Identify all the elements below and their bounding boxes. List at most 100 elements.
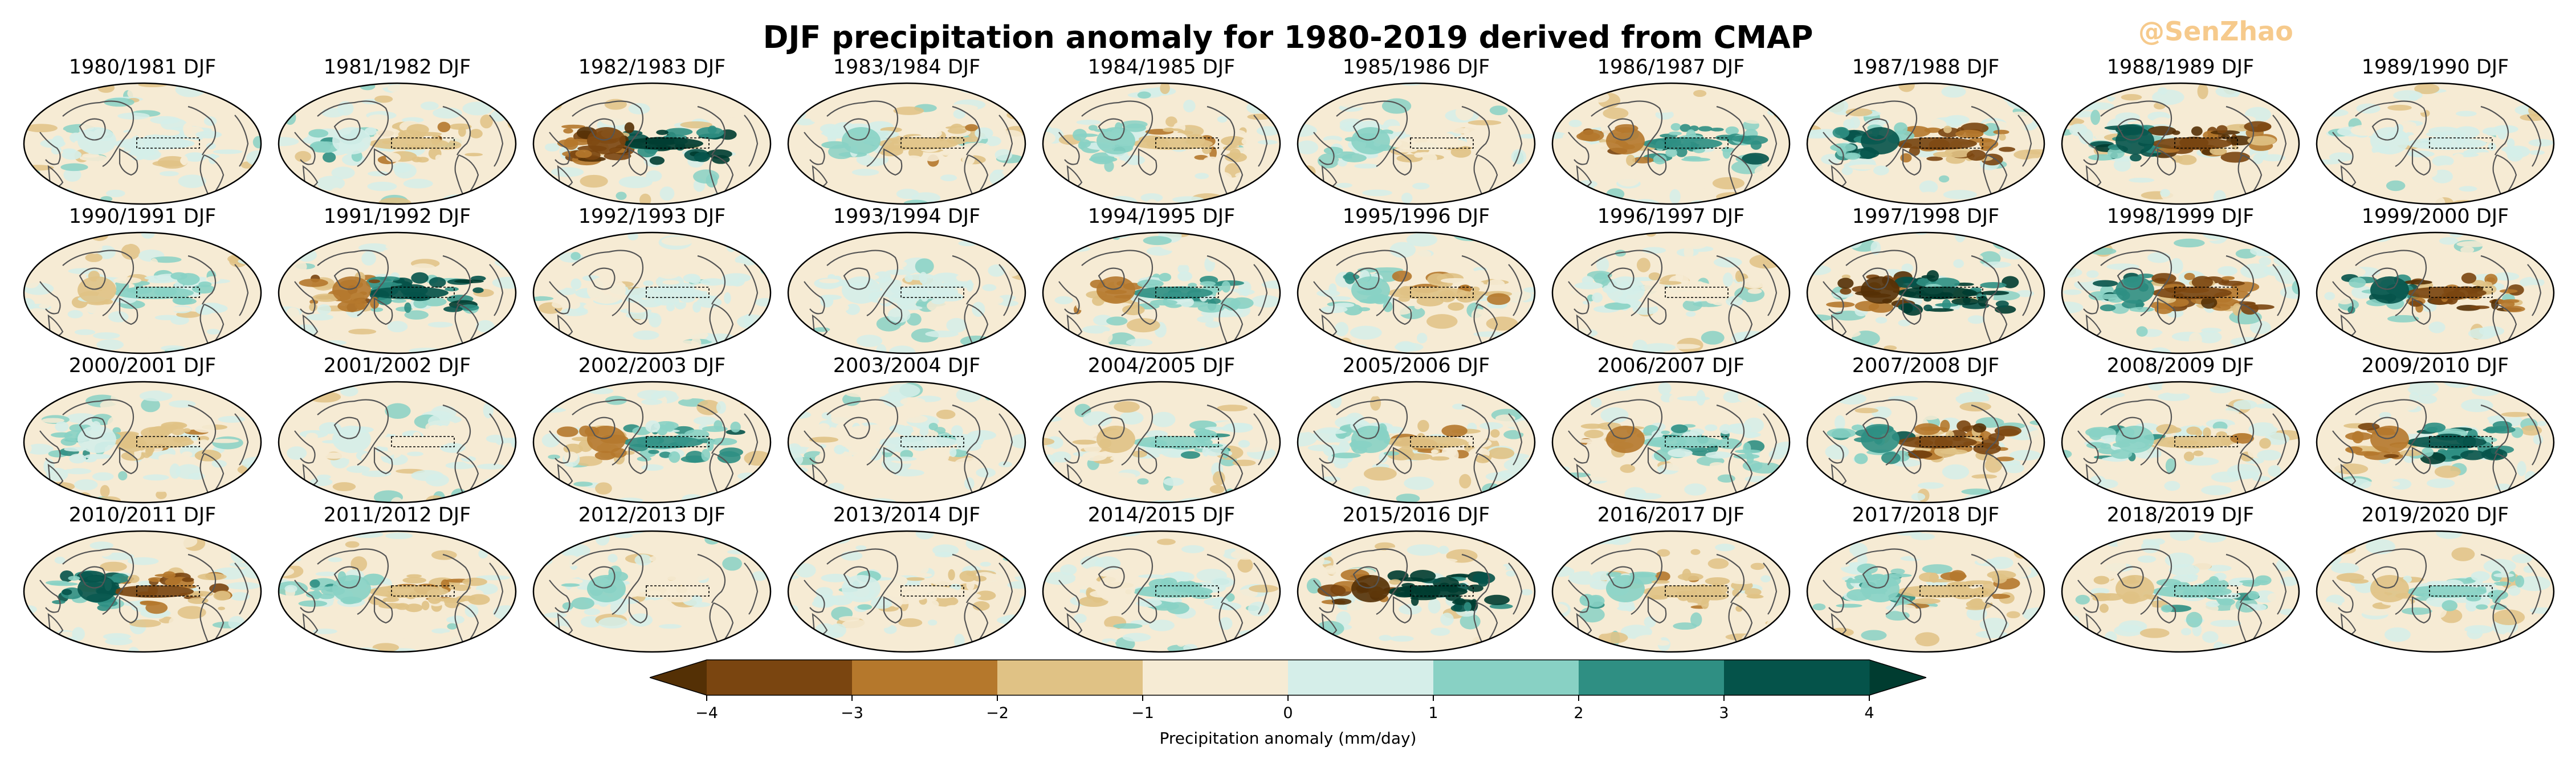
map-panel: 1990/1991 DJF — [23, 205, 262, 354]
panel-title: 1999/2000 DJF — [2361, 205, 2509, 228]
map-panel: 1981/1982 DJF — [278, 56, 517, 205]
anomaly-map — [1297, 82, 1536, 205]
map-panel: 1995/1996 DJF — [1297, 205, 1536, 354]
panel-title: 1996/1997 DJF — [1597, 205, 1745, 228]
panel-title: 1986/1987 DJF — [1597, 56, 1745, 79]
map-panel: 1994/1995 DJF — [1042, 205, 1281, 354]
map-panel: 1993/1994 DJF — [787, 205, 1026, 354]
colorbar-segment — [1724, 660, 1870, 695]
panel-title: 1980/1981 DJF — [68, 56, 217, 79]
panel-title: 2013/2014 DJF — [833, 504, 981, 527]
anomaly-map — [787, 381, 1026, 504]
anomaly-map — [1551, 381, 1791, 504]
anomaly-map — [1806, 82, 2045, 205]
anomaly-map — [787, 530, 1026, 653]
map-panel: 2014/2015 DJF — [1042, 504, 1281, 653]
anomaly-map — [787, 82, 1026, 205]
panel-title: 2003/2004 DJF — [833, 354, 981, 377]
anomaly-map — [1551, 231, 1791, 354]
colorbar-tick-label: 3 — [1719, 704, 1729, 722]
map-panel: 1992/1993 DJF — [532, 205, 772, 354]
anomaly-map — [1806, 530, 2045, 653]
anomaly-map — [278, 82, 517, 205]
map-panel: 1997/1998 DJF — [1806, 205, 2045, 354]
panel-title: 2007/2008 DJF — [1852, 354, 2000, 377]
panel-title: 2005/2006 DJF — [1342, 354, 1490, 377]
map-panel: 1983/1984 DJF — [787, 56, 1026, 205]
map-panel: 2004/2005 DJF — [1042, 354, 1281, 504]
colorbar-tick-label: 0 — [1283, 704, 1293, 722]
panel-title: 2002/2003 DJF — [578, 354, 726, 377]
anomaly-map — [532, 530, 772, 653]
map-panel: 2012/2013 DJF — [532, 504, 772, 653]
anomaly-map — [1297, 231, 1536, 354]
panel-title: 2004/2005 DJF — [1087, 354, 1236, 377]
panel-title: 2019/2020 DJF — [2361, 504, 2509, 527]
anomaly-map — [787, 231, 1026, 354]
watermark: @SenZhao — [2138, 16, 2293, 47]
colorbar-segment — [1433, 660, 1579, 695]
panel-title: 1994/1995 DJF — [1087, 205, 1236, 228]
anomaly-map — [23, 82, 262, 205]
anomaly-map — [1042, 231, 1281, 354]
colorbar-segment — [707, 660, 853, 695]
map-panel: 2011/2012 DJF — [278, 504, 517, 653]
panel-title: 2018/2019 DJF — [2106, 504, 2255, 527]
figure-title: DJF precipitation anomaly for 1980-2019 … — [763, 19, 1813, 55]
anomaly-map — [532, 82, 772, 205]
colorbar-segment — [1288, 660, 1434, 695]
panel-title: 2008/2009 DJF — [2106, 354, 2255, 377]
map-panel: 2017/2018 DJF — [1806, 504, 2045, 653]
panel-title: 1992/1993 DJF — [578, 205, 726, 228]
anomaly-map — [2316, 381, 2555, 504]
colorbar-tick-label: 4 — [1864, 704, 1874, 722]
panel-title: 1985/1986 DJF — [1342, 56, 1490, 79]
map-panel: 1982/1983 DJF — [532, 56, 772, 205]
anomaly-map — [278, 231, 517, 354]
colorbar-tick-label: −1 — [1131, 704, 1154, 722]
colorbar-segment — [1579, 660, 1725, 695]
anomaly-map — [1297, 530, 1536, 653]
anomaly-map — [23, 381, 262, 504]
map-panel: 2002/2003 DJF — [532, 354, 772, 504]
anomaly-map — [2061, 231, 2300, 354]
panel-title: 1998/1999 DJF — [2106, 205, 2255, 228]
anomaly-map — [2061, 530, 2300, 653]
colorbar-extend-max — [1869, 660, 1926, 695]
panel-title: 1990/1991 DJF — [68, 205, 217, 228]
map-panel: 2019/2020 DJF — [2316, 504, 2555, 653]
map-panel: 1987/1988 DJF — [1806, 56, 2045, 205]
anomaly-map — [1297, 381, 1536, 504]
panel-title: 1988/1989 DJF — [2106, 56, 2255, 79]
panel-title: 2001/2002 DJF — [323, 354, 471, 377]
anomaly-map — [278, 381, 517, 504]
map-panel: 2006/2007 DJF — [1551, 354, 1791, 504]
panel-title: 1984/1985 DJF — [1087, 56, 1236, 79]
colorbar-tick-label: −3 — [841, 704, 863, 722]
anomaly-map — [23, 530, 262, 653]
map-panel: 2005/2006 DJF — [1297, 354, 1536, 504]
map-panel: 2007/2008 DJF — [1806, 354, 2045, 504]
map-panel: 2013/2014 DJF — [787, 504, 1026, 653]
map-panel: 2018/2019 DJF — [2061, 504, 2300, 653]
colorbar: −4 −3 −2 −1 0 1 2 3 4 — [650, 659, 1926, 722]
colorbar-tick-label: −4 — [695, 704, 718, 722]
panel-title: 2015/2016 DJF — [1342, 504, 1490, 527]
map-panel: 1996/1997 DJF — [1551, 205, 1791, 354]
map-panel: 1999/2000 DJF — [2316, 205, 2555, 354]
anomaly-map — [23, 231, 262, 354]
map-panel: 2000/2001 DJF — [23, 354, 262, 504]
panel-title: 1983/1984 DJF — [833, 56, 981, 79]
map-panel: 2010/2011 DJF — [23, 504, 262, 653]
anomaly-map — [532, 231, 772, 354]
colorbar-tick-label: −2 — [986, 704, 1009, 722]
map-panel: 2009/2010 DJF — [2316, 354, 2555, 504]
panel-title: 2006/2007 DJF — [1597, 354, 1745, 377]
panel-title: 1989/1990 DJF — [2361, 56, 2509, 79]
map-panel: 1998/1999 DJF — [2061, 205, 2300, 354]
panel-title: 2017/2018 DJF — [1852, 504, 2000, 527]
colorbar-label: Precipitation anomaly (mm/day) — [1159, 729, 1417, 748]
colorbar-tick-label: 1 — [1428, 704, 1438, 722]
map-panel: 1980/1981 DJF — [23, 56, 262, 205]
